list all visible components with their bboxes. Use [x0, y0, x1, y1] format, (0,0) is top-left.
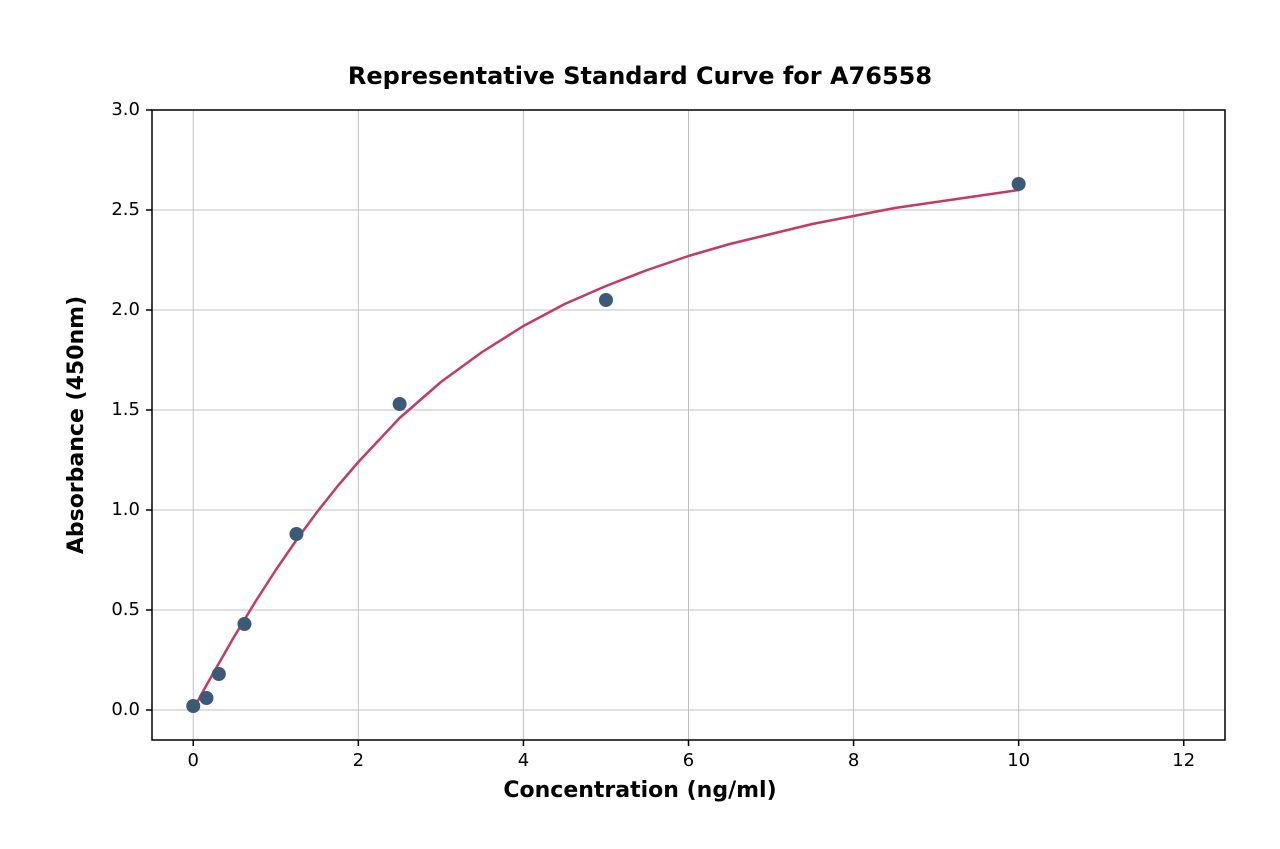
data-point: [289, 527, 303, 541]
data-point: [599, 293, 613, 307]
ytick-label: 1.0: [111, 499, 140, 520]
chart-title: Representative Standard Curve for A76558: [0, 62, 1280, 90]
xtick-label: 8: [834, 750, 874, 771]
data-point: [212, 667, 226, 681]
ytick-label: 1.5: [111, 399, 140, 420]
fit-curve: [193, 190, 1018, 710]
data-point: [1012, 177, 1026, 191]
y-axis-label: Absorbance (450nm): [64, 110, 89, 740]
chart-svg: [0, 0, 1280, 845]
xtick-label: 4: [503, 750, 543, 771]
x-axis-label: Concentration (ng/ml): [0, 778, 1280, 803]
ytick-label: 0.5: [111, 599, 140, 620]
data-point: [199, 691, 213, 705]
ytick-label: 3.0: [111, 99, 140, 120]
ytick-label: 2.5: [111, 199, 140, 220]
xtick-label: 10: [999, 750, 1039, 771]
data-point: [237, 617, 251, 631]
data-point: [393, 397, 407, 411]
xtick-label: 6: [669, 750, 709, 771]
xtick-label: 12: [1164, 750, 1204, 771]
xtick-label: 0: [173, 750, 213, 771]
ytick-label: 0.0: [111, 699, 140, 720]
data-point: [186, 699, 200, 713]
chart-container: Representative Standard Curve for A76558…: [0, 0, 1280, 845]
xtick-label: 2: [338, 750, 378, 771]
ytick-label: 2.0: [111, 299, 140, 320]
